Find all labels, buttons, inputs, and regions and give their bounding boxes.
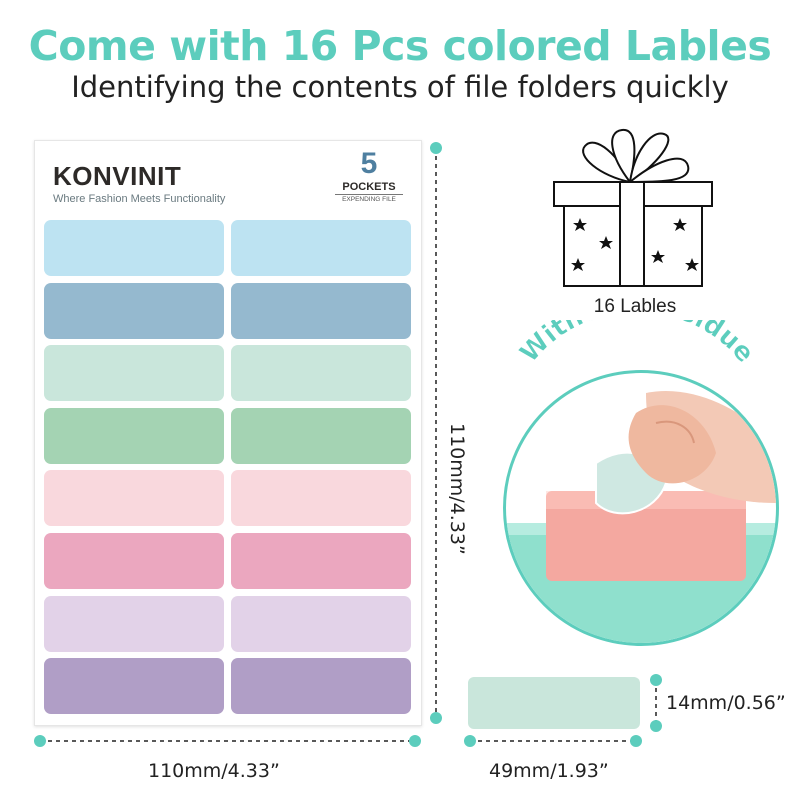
color-label [231, 220, 411, 276]
color-label [44, 345, 224, 402]
arc-title-svg: Without Residue [514, 320, 760, 369]
gift-label: 16 Lables [593, 296, 677, 317]
sheet-height-text: 110mm/4.33” [446, 423, 468, 555]
color-label [231, 595, 411, 652]
color-label [231, 282, 411, 339]
brand-tagline: Where Fashion Meets Functionality [53, 193, 226, 205]
color-label [231, 407, 411, 464]
color-label [44, 658, 224, 715]
brand-logo: KONVINIT [53, 161, 182, 191]
svg-text:Without Residue: Without Residue [514, 320, 759, 369]
dim-dot [430, 712, 442, 724]
headline: Come with 16 Pcs colored Lables [28, 22, 772, 70]
color-label [44, 595, 224, 652]
color-label [231, 345, 411, 402]
color-label [231, 533, 411, 589]
color-label [231, 470, 411, 527]
dim-dot [430, 142, 442, 154]
pockets-subtitle: EXPENDING FILE [335, 194, 403, 203]
dim-dot [630, 735, 642, 747]
dim-dot [464, 735, 476, 747]
color-label [44, 220, 224, 276]
dim-dot [34, 735, 46, 747]
color-label [231, 658, 411, 715]
color-label [44, 470, 224, 527]
sample-label [468, 677, 640, 729]
label-height-text: 14mm/0.56” [666, 692, 786, 714]
label-sheet: KONVINIT Where Fashion Meets Functionali… [34, 140, 422, 726]
color-label [44, 282, 224, 339]
pockets-number: 5 [360, 147, 378, 180]
label-width-text: 49mm/1.93” [489, 760, 609, 782]
dim-dot [650, 720, 662, 732]
subheadline: Identifying the contents of file folders… [71, 70, 729, 104]
arc-title: Without Residue [514, 320, 760, 369]
color-label [44, 533, 224, 589]
dim-dot [409, 735, 421, 747]
sheet-width-text: 110mm/4.33” [148, 760, 280, 782]
gift-box-icon [553, 128, 713, 287]
dim-dot [650, 674, 662, 686]
pockets-word: POCKETS [342, 181, 396, 193]
color-label [44, 407, 224, 464]
